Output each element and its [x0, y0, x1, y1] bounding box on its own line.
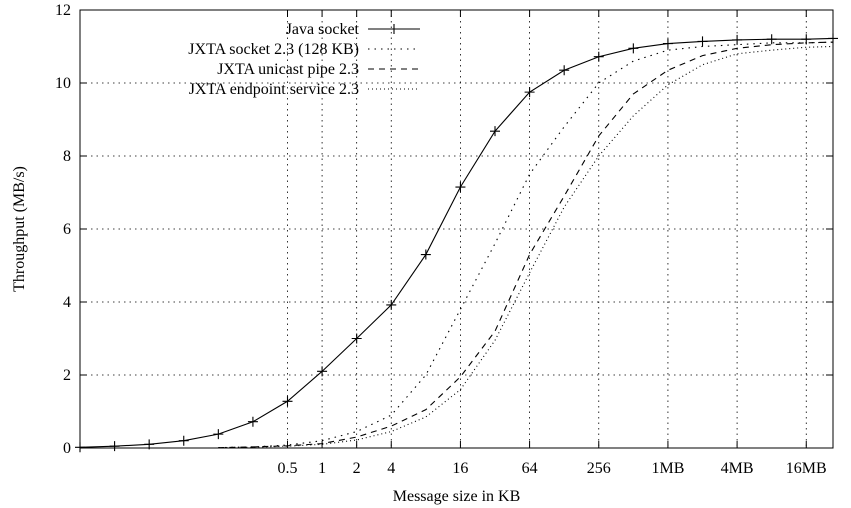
grid-lines	[80, 10, 833, 448]
y-tick-label: 6	[63, 221, 71, 238]
data-point-marker	[247, 416, 258, 427]
x-tick-label: 4	[387, 460, 395, 477]
series-line-0	[79, 37, 834, 448]
y-tick-label: 2	[63, 367, 71, 384]
data-point-marker	[490, 126, 501, 137]
data-point-marker	[766, 34, 777, 45]
x-tick-label: 64	[522, 460, 538, 477]
data-point-marker	[386, 299, 397, 310]
y-tick-label: 12	[55, 2, 71, 19]
y-tick-label: 4	[63, 294, 71, 311]
legend: Java socket JXTA socket 2.3 (128 KB) JXTA …	[188, 21, 420, 98]
data-point-marker	[282, 396, 293, 407]
x-tick-label: 2	[353, 460, 361, 477]
legend-label: JXTA socket 2.3 (128 KB)	[188, 41, 359, 58]
y-axis-label: Throughput (MB/s)	[11, 166, 28, 292]
data-point-marker	[593, 51, 604, 62]
data-point-marker	[732, 34, 743, 45]
x-tick-label: 16	[452, 460, 468, 477]
legend-marker	[389, 24, 399, 34]
series-line-1	[218, 41, 834, 449]
series-line-3	[218, 45, 834, 449]
y-tick-label: 8	[63, 148, 71, 165]
data-point-marker	[524, 87, 535, 98]
x-tick-label: 1MB	[651, 460, 684, 477]
data-point-marker	[109, 441, 120, 452]
x-tick-label: 4MB	[721, 460, 754, 477]
x-tick-label: 256	[587, 460, 611, 477]
x-axis-label: Message size in KB	[393, 488, 521, 505]
y-tick-label: 10	[55, 75, 71, 92]
data-point-marker	[178, 435, 189, 446]
axis-ticks	[80, 9, 833, 449]
legend-label: JXTA endpoint service 2.3	[189, 81, 359, 98]
data-point-marker	[420, 249, 431, 260]
x-tick-label: 0.5	[278, 460, 298, 477]
legend-label: JXTA unicast pipe 2.3	[217, 61, 359, 78]
series-line-2	[218, 41, 834, 449]
data-point-marker	[317, 366, 328, 377]
data-point-marker	[455, 182, 466, 193]
plot-frame	[79, 9, 834, 449]
data-point-marker	[559, 65, 570, 76]
y-tick-label: 0	[63, 440, 71, 457]
x-tick-label: 1	[318, 460, 326, 477]
data-point-marker	[351, 333, 362, 344]
x-tick-label: 16MB	[786, 460, 827, 477]
legend-label: Java socket	[286, 21, 360, 38]
data-point-marker	[697, 36, 708, 47]
data-point-marker	[628, 43, 639, 54]
data-point-marker	[213, 429, 224, 440]
data-point-marker	[662, 38, 673, 49]
